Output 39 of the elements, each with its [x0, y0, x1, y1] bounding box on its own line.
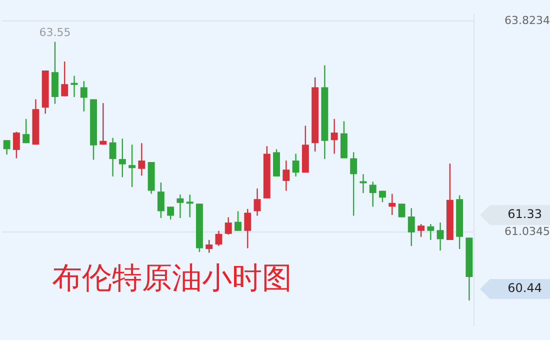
candlestick	[418, 223, 424, 238]
candlestick	[244, 208, 252, 249]
candlestick	[3, 140, 10, 156]
candlestick	[292, 153, 300, 178]
candlestick	[369, 181, 376, 208]
candlestick	[118, 138, 126, 178]
candlestick	[360, 174, 367, 194]
candlestick	[61, 60, 68, 97]
candlestick	[436, 222, 444, 252]
candlestick	[408, 208, 415, 247]
text: 布伦特原油小时图	[52, 261, 292, 297]
candlestick	[100, 102, 107, 146]
candlestick	[128, 144, 136, 188]
annotation: 63.55	[39, 26, 71, 40]
candlestick	[70, 75, 78, 98]
y-tick-label: 61.0345	[504, 224, 550, 238]
candlestick	[427, 223, 434, 241]
candlestick	[330, 118, 338, 154]
candlestick	[80, 80, 88, 112]
candlestick	[206, 239, 213, 254]
candlestick	[234, 210, 242, 232]
candlestick	[224, 216, 232, 236]
candlestick	[12, 131, 20, 159]
candlestick	[138, 142, 146, 176]
text: 61.33	[508, 207, 542, 222]
candlestick	[167, 206, 174, 220]
candlestick	[109, 137, 116, 178]
candlestick	[350, 152, 358, 216]
y-tick-label: 63.8234	[504, 14, 550, 28]
candlestick	[398, 203, 406, 218]
candlestick	[176, 194, 184, 219]
text: 60.44	[508, 281, 542, 296]
candlestick	[388, 193, 396, 216]
candlestick	[22, 118, 30, 144]
candlestick	[186, 194, 194, 218]
candlestick	[157, 182, 164, 219]
candlestick	[215, 230, 222, 247]
candlestick	[282, 160, 290, 192]
candlestick	[254, 188, 261, 216]
